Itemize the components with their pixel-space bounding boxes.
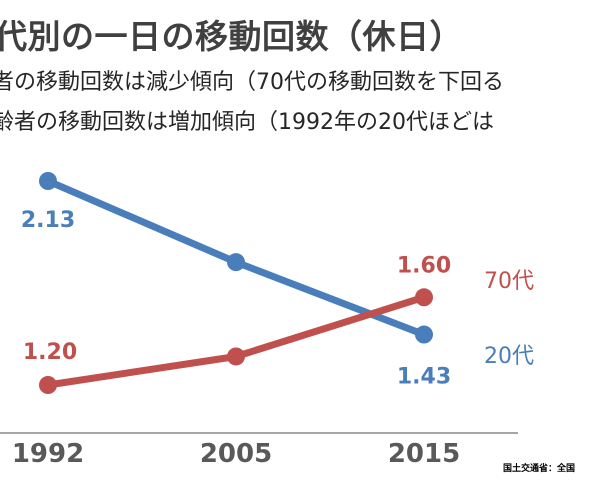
series-20s-point-2005 (227, 253, 245, 272)
x-tick-2005: 2005 (200, 439, 272, 469)
series-70s-name-label: 70代 (484, 269, 534, 294)
series-group: 2.13 1.43 20代 1.20 1.60 70代 (21, 172, 534, 394)
series-20s-point-1992 (39, 172, 57, 190)
series-70s-point-2015 (415, 288, 433, 307)
series-70s-data-label-1992: 1.20 (23, 340, 77, 365)
x-tick-2015: 2015 (388, 439, 460, 469)
bullet-line-2: 齢者の移動回数は増加傾向（1992年の20代ほどは (0, 110, 494, 135)
series-20s-name-label: 20代 (484, 344, 534, 369)
bullet-line-1: 者の移動回数は減少傾向（70代の移動回数を下回る (0, 70, 504, 95)
series-20s-data-label-2015: 1.43 (397, 365, 451, 390)
chart-title: 代別の一日の移動回数（休日） (0, 17, 463, 56)
series-20s-data-label-1992: 2.13 (21, 208, 75, 233)
x-tick-1992: 1992 (12, 439, 84, 469)
series-70s-point-2005 (227, 347, 245, 366)
series-20s-point-2015 (415, 325, 433, 344)
source-note: 国土交通省：全国 (503, 464, 576, 474)
x-axis-ticks: 1992 2005 2015 (12, 439, 460, 469)
series-70s-point-1992 (39, 376, 57, 394)
series-70s-data-label-2015: 1.60 (397, 253, 451, 278)
